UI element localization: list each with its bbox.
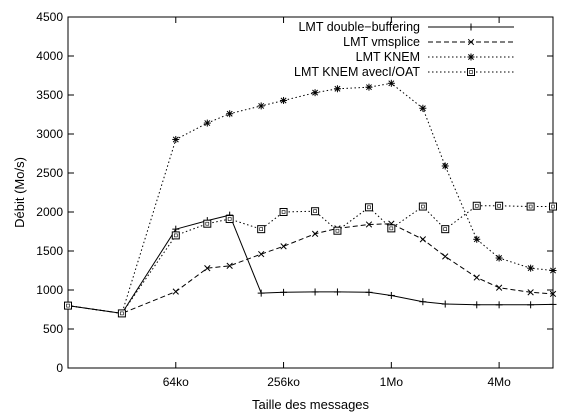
data-point	[226, 262, 233, 269]
data-point	[311, 230, 319, 237]
data-point	[333, 226, 342, 235]
data-point	[441, 225, 450, 234]
legend-marker	[467, 53, 475, 61]
data-point	[365, 288, 373, 296]
data-point	[387, 291, 395, 299]
legend-label: LMT KNEM	[356, 50, 420, 64]
legend-label: LMT double−buffering	[298, 20, 420, 34]
data-point	[364, 203, 373, 212]
data-point	[473, 301, 481, 309]
data-point	[418, 202, 427, 211]
data-point	[549, 290, 557, 298]
data-point	[419, 236, 427, 243]
data-point	[549, 267, 557, 274]
data-point	[258, 250, 265, 258]
data-point	[203, 219, 212, 228]
data-point	[441, 300, 449, 308]
data-point	[441, 162, 449, 170]
legend-item: LMT double−buffering	[298, 20, 514, 34]
series-line	[67, 82, 554, 314]
y-axis: 0 500 1000 1500 2000 2500 3000 3500 4000 4500	[36, 10, 553, 375]
legend-label: LMT vmsplice	[343, 35, 420, 49]
data-point	[333, 288, 341, 296]
y-tick-label: 0	[56, 361, 63, 375]
data-point	[472, 201, 481, 210]
legend-marker	[467, 38, 475, 46]
x-tick-label: 64ko	[163, 375, 189, 389]
data-point	[387, 224, 396, 233]
legend-item: LMT KNEM	[356, 50, 514, 64]
x-tick-label: 256ko	[267, 375, 300, 389]
y-tick-label: 2500	[36, 166, 63, 180]
y-tick-label: 3500	[36, 88, 63, 102]
legend-marker	[467, 68, 475, 76]
plot-frame	[67, 16, 554, 369]
y-tick-label: 4500	[36, 10, 63, 24]
y-tick-label: 2000	[36, 205, 63, 219]
data-point	[365, 221, 373, 228]
data-point	[280, 96, 288, 104]
data-point	[495, 201, 504, 210]
y-tick-label: 4000	[36, 49, 63, 63]
legend-item: LMT KNEM avecI/OAT	[294, 65, 514, 79]
data-point	[527, 289, 534, 296]
data-point	[549, 202, 557, 211]
data-point	[549, 300, 557, 308]
data-point	[280, 243, 287, 250]
x-axis: 64ko 256ko 1Mo 4Mo	[163, 17, 511, 389]
data-point	[257, 289, 265, 297]
data-point	[473, 235, 481, 243]
y-tick-label: 1000	[36, 283, 63, 297]
data-point	[495, 254, 503, 262]
legend-marker	[467, 23, 475, 31]
data-point	[203, 119, 211, 127]
y-tick-label: 500	[43, 322, 63, 336]
data-point	[117, 309, 126, 318]
data-point	[387, 79, 395, 87]
x-tick-label: 4Mo	[487, 375, 511, 389]
data-point	[473, 274, 480, 281]
data-point	[279, 208, 288, 216]
data-point	[311, 288, 319, 296]
data-point	[172, 288, 179, 295]
data-point	[526, 202, 535, 211]
series-layer	[64, 79, 557, 318]
data-point	[257, 102, 265, 110]
series-4	[64, 201, 557, 318]
y-axis-title: Débit (Mo/s)	[12, 157, 27, 228]
data-point	[333, 85, 341, 93]
data-point	[204, 265, 211, 272]
y-tick-label: 1500	[36, 244, 63, 258]
data-point	[419, 104, 427, 112]
legend-item: LMT vmsplice	[343, 35, 514, 49]
x-axis-title: Taille des messages	[252, 397, 370, 412]
data-point	[226, 110, 234, 118]
data-point	[365, 83, 373, 91]
data-point	[171, 231, 180, 240]
data-point	[280, 288, 288, 296]
data-point	[527, 264, 535, 272]
data-point	[442, 253, 449, 260]
data-point	[64, 301, 72, 310]
x-tick-label: 1Mo	[380, 375, 404, 389]
data-point	[172, 135, 180, 143]
legend-label: LMT KNEM avecI/OAT	[294, 65, 420, 79]
data-point	[419, 298, 427, 306]
data-point	[311, 207, 320, 216]
data-point	[311, 89, 319, 97]
data-point	[495, 301, 503, 309]
data-point	[495, 284, 503, 291]
data-point	[225, 215, 234, 224]
data-point	[527, 301, 535, 309]
data-point	[257, 225, 266, 234]
y-tick-label: 3000	[36, 127, 63, 141]
